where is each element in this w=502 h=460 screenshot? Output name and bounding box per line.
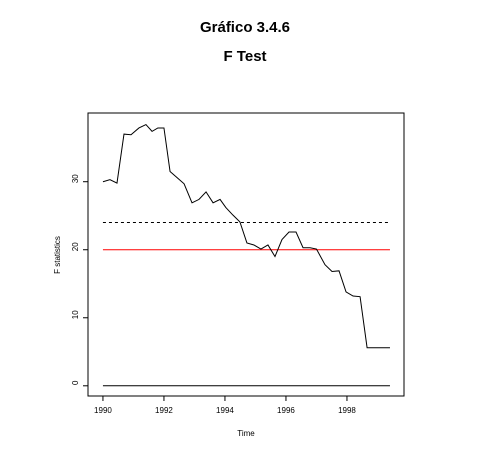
x-tick-label: 1998 — [338, 406, 356, 415]
x-tick-label: 1990 — [94, 406, 112, 415]
x-tick-label: 1994 — [216, 406, 234, 415]
data-line — [102, 123, 390, 349]
y-tick-label: 0 — [71, 380, 80, 385]
plot-frame — [87, 112, 405, 397]
x-tick-label: 1992 — [155, 406, 173, 415]
x-tick-label: 1996 — [277, 406, 295, 415]
x-axis-label: Time — [237, 429, 255, 438]
chart-subtitle: F Test — [223, 48, 266, 65]
y-tick-label: 20 — [71, 242, 80, 251]
y-axis-label: F statistics — [53, 236, 62, 274]
chart-title: Gráfico 3.4.6 — [200, 19, 290, 36]
y-tick-label: 30 — [71, 174, 80, 183]
y-tick-label: 10 — [71, 310, 80, 319]
